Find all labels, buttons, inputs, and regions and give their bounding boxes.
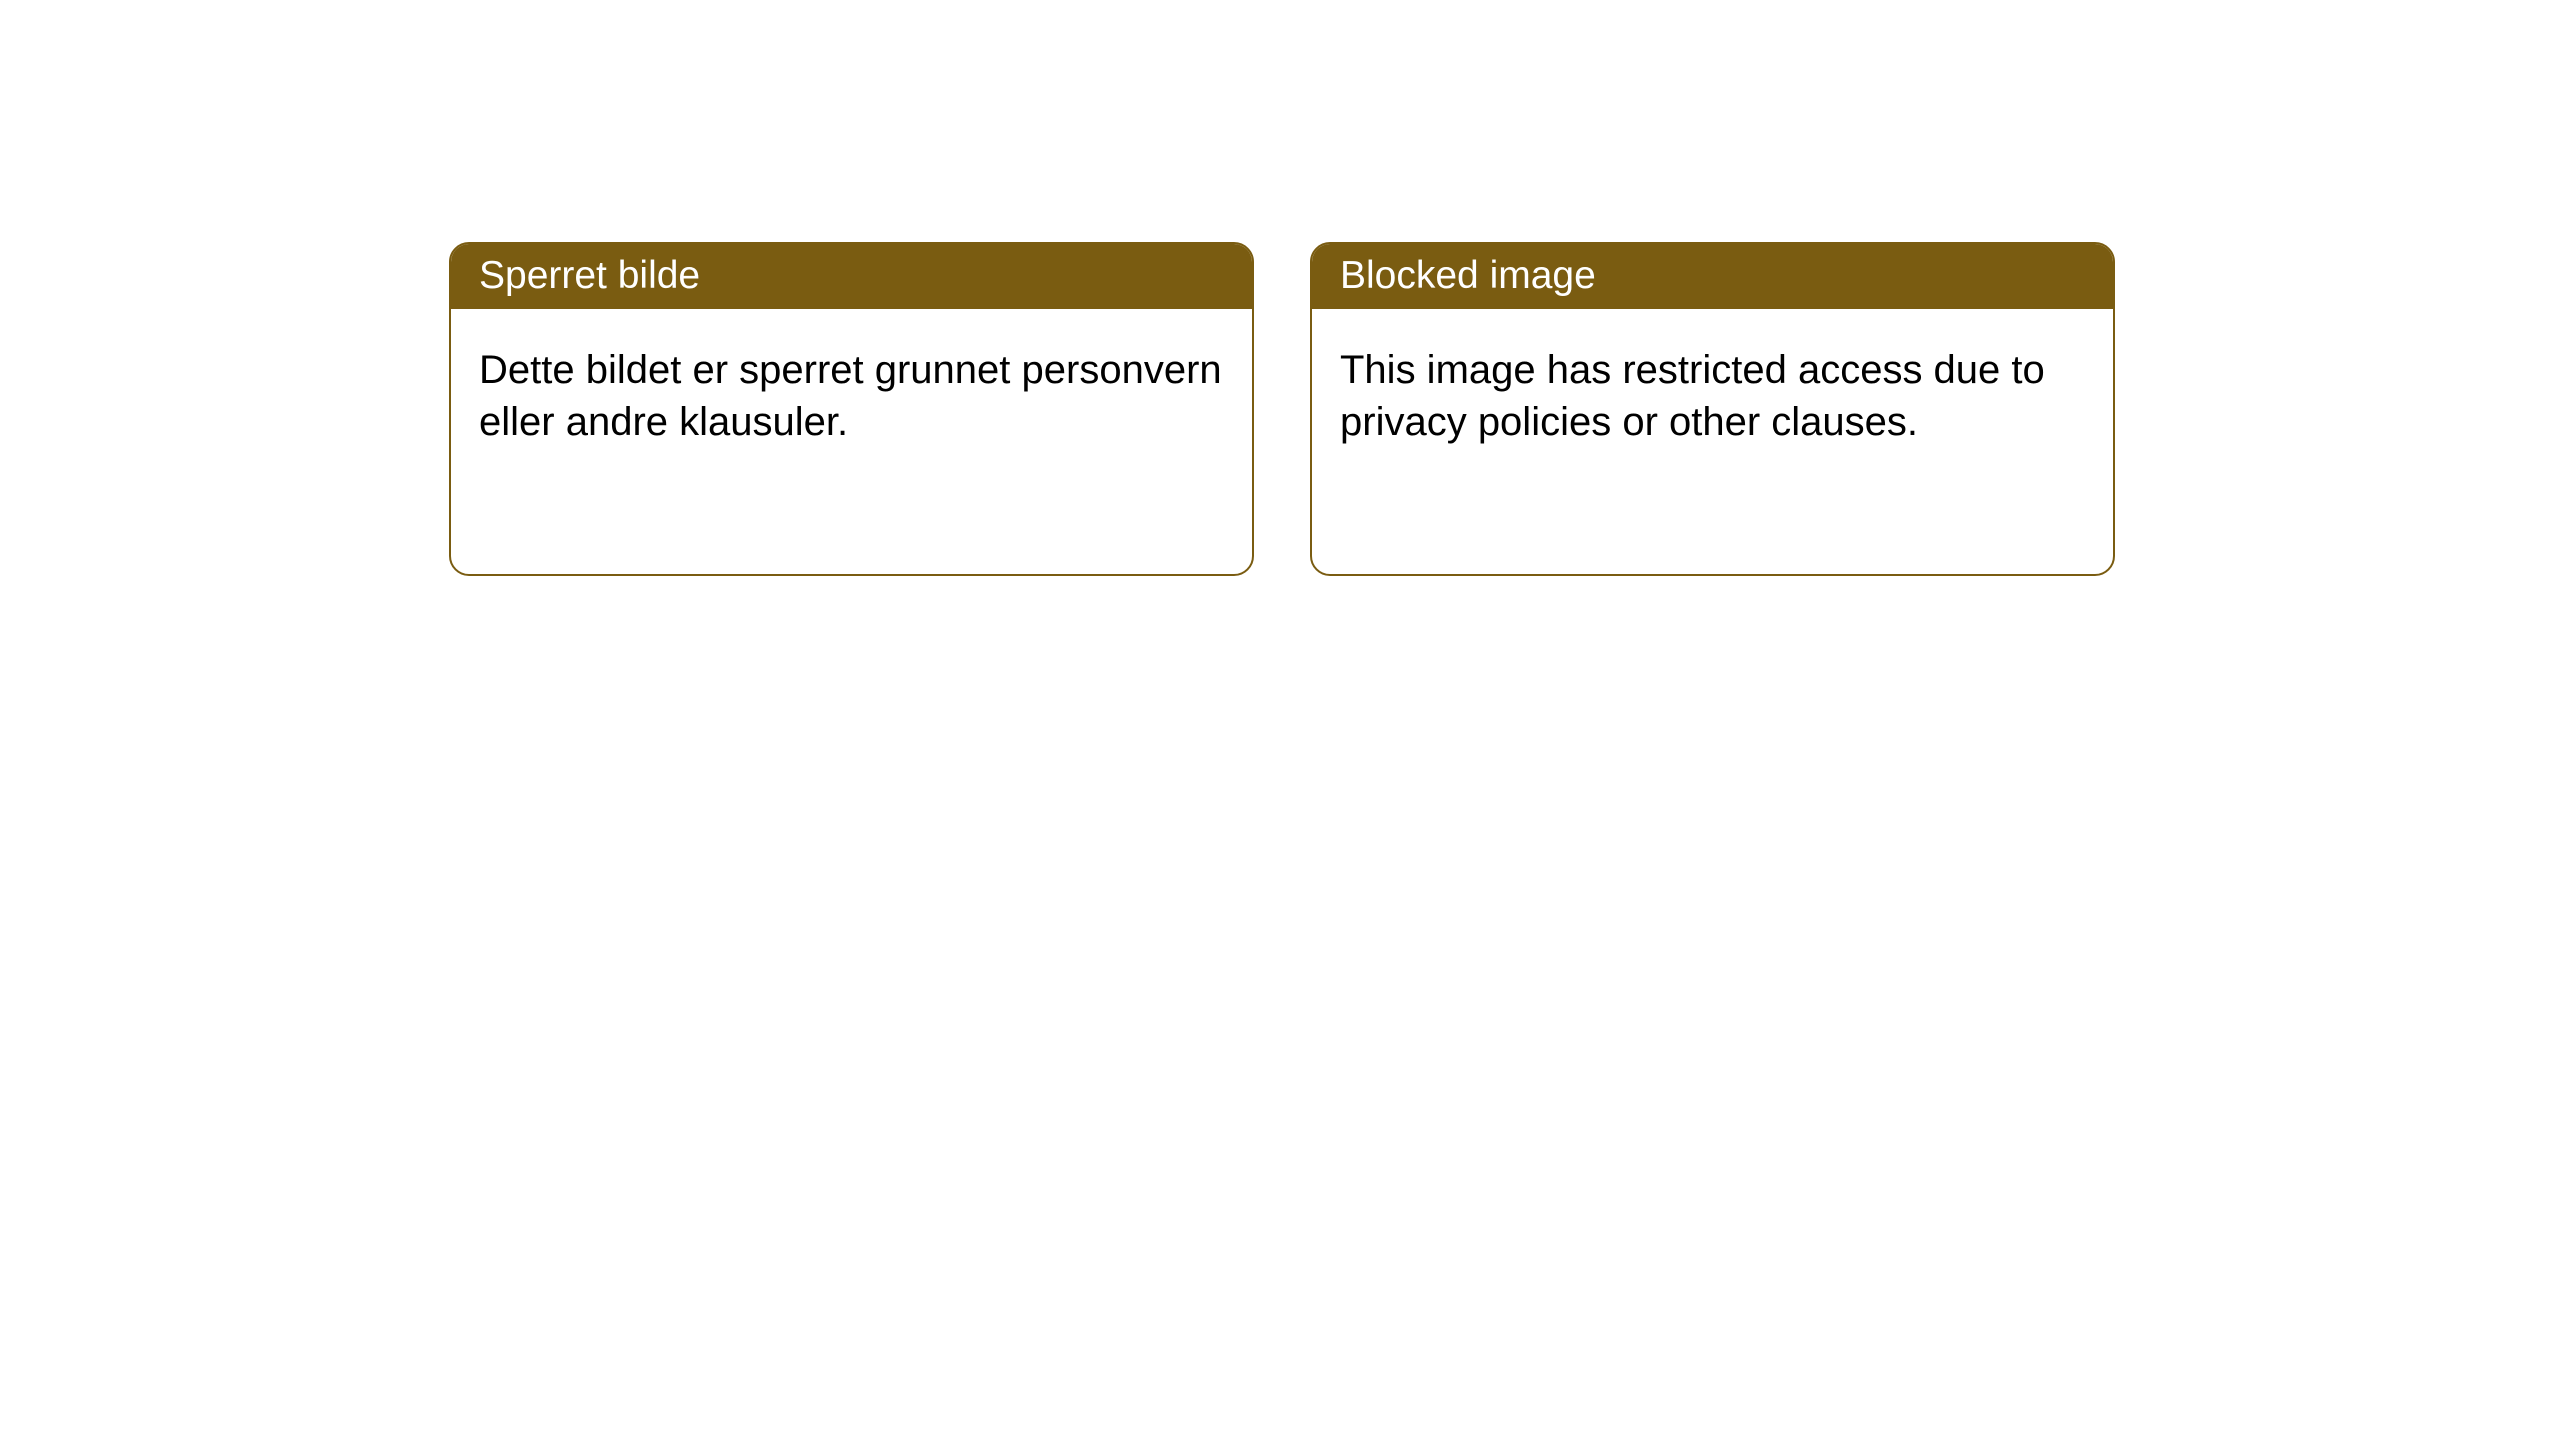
blocked-image-card-en: Blocked image This image has restricted … <box>1310 242 2115 576</box>
card-body-no: Dette bildet er sperret grunnet personve… <box>451 309 1252 483</box>
card-header-en: Blocked image <box>1312 244 2113 309</box>
blocked-image-card-no: Sperret bilde Dette bildet er sperret gr… <box>449 242 1254 576</box>
cards-container: Sperret bilde Dette bildet er sperret gr… <box>0 0 2560 576</box>
card-body-en: This image has restricted access due to … <box>1312 309 2113 483</box>
card-header-no: Sperret bilde <box>451 244 1252 309</box>
